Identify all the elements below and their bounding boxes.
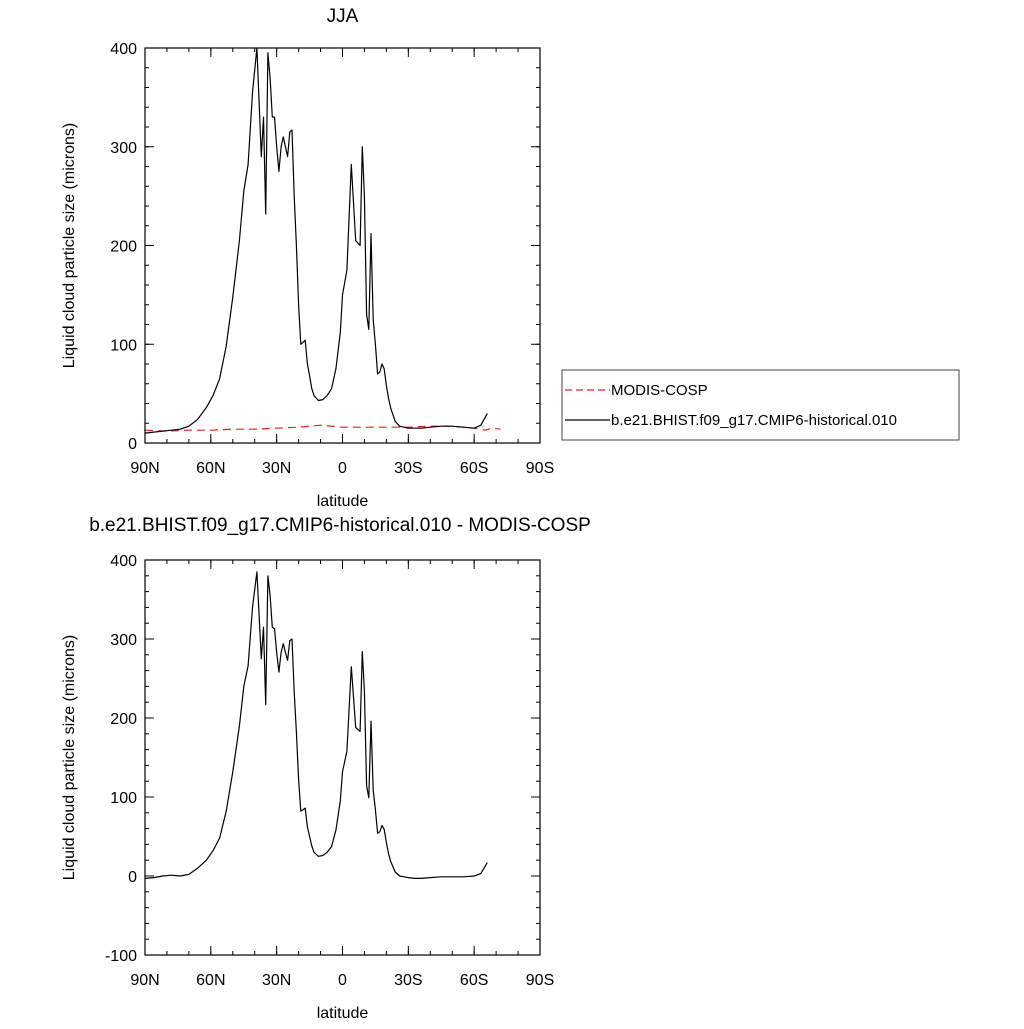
- x-axis-label: latitude: [317, 493, 369, 510]
- y-tick-label: -100: [105, 948, 137, 965]
- x-tick-label: 60S: [460, 460, 488, 477]
- legend: MODIS-COSP b.e21.BHIST.f09_g17.CMIP6-his…: [561, 369, 960, 441]
- y-tick-label: 100: [110, 337, 137, 354]
- y-tick-label: 300: [110, 632, 137, 649]
- x-tick-label: 0: [338, 972, 347, 989]
- x-tick-label: 90N: [130, 460, 159, 477]
- plot-frame: [144, 559, 541, 956]
- x-tick-label: 0: [338, 460, 347, 477]
- y-tick-label: 400: [110, 553, 137, 570]
- x-tick-label: 60N: [196, 972, 225, 989]
- series-line-model: [144, 47, 488, 434]
- x-tick-label: 30N: [262, 972, 291, 989]
- x-tick-label: 30N: [262, 460, 291, 477]
- y-tick-label: 200: [110, 239, 137, 256]
- x-tick-label: 90N: [130, 972, 159, 989]
- y-tick-label: 0: [128, 869, 137, 886]
- y-tick-label: 300: [110, 140, 137, 157]
- legend-box: [561, 369, 960, 441]
- x-tick-label: 30S: [394, 460, 422, 477]
- x-tick-label: 90S: [526, 972, 554, 989]
- legend-label-model: b.e21.BHIST.f09_g17.CMIP6-historical.010: [611, 412, 897, 429]
- y-axis-label: Liquid cloud particle size (microns): [61, 635, 78, 880]
- legend-label-modis: MODIS-COSP: [611, 382, 708, 399]
- x-tick-label: 90S: [526, 460, 554, 477]
- x-tick-label: 60N: [196, 460, 225, 477]
- zonal-mean-panel: JJA 90N 60N 30N 0 30S 60S 90S 0 100 200 300 400 latit…: [61, 6, 554, 510]
- y-tick-label: 200: [110, 711, 137, 728]
- y-axis-label: Liquid cloud particle size (microns): [61, 123, 78, 368]
- y-tick-label: 0: [128, 436, 137, 453]
- y-tick-label: 100: [110, 790, 137, 807]
- y-tick-label: 400: [110, 41, 137, 58]
- chart-title: JJA: [327, 6, 359, 27]
- chart-title: b.e21.BHIST.f09_g17.CMIP6-historical.010…: [89, 515, 591, 536]
- plot-frame: [144, 47, 541, 444]
- x-axis-label: latitude: [317, 1005, 369, 1022]
- x-tick-label: 30S: [394, 972, 422, 989]
- series-line-model: [144, 571, 488, 880]
- difference-panel: b.e21.BHIST.f09_g17.CMIP6-historical.010…: [61, 515, 591, 1022]
- x-tick-label: 60S: [460, 972, 488, 989]
